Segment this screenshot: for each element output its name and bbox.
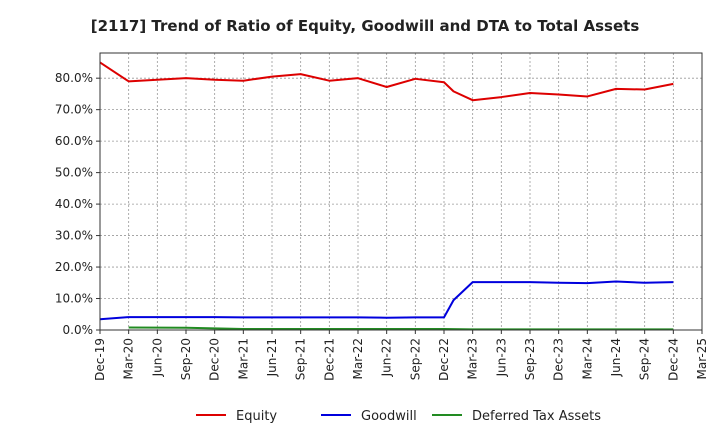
y-tick-label: 70.0% <box>55 103 93 117</box>
y-tick-label: 50.0% <box>55 166 93 180</box>
y-tick-label: 10.0% <box>55 292 93 306</box>
y-tick-label: 0.0% <box>63 323 94 337</box>
x-tick-label: Jun-21 <box>265 338 279 377</box>
y-tick-label: 80.0% <box>55 71 93 85</box>
x-tick-label: Mar-24 <box>580 338 594 379</box>
x-tick-label: Jun-23 <box>494 338 508 377</box>
y-tick-label: 30.0% <box>55 229 93 243</box>
series-line-goodwill <box>99 280 674 321</box>
series-line-deferred-tax-assets <box>128 326 674 331</box>
series-group <box>99 61 674 331</box>
x-tick-label: Dec-22 <box>437 338 451 381</box>
x-tick-label: Sep-21 <box>294 338 308 380</box>
y-tick-label: 20.0% <box>55 260 93 274</box>
legend-label-equity: Equity <box>236 409 277 424</box>
legend: Equity Goodwill Deferred Tax Assets <box>196 409 601 424</box>
x-tick-label: Jun-22 <box>380 338 394 377</box>
x-tick-label: Jun-20 <box>150 338 164 377</box>
x-tick-label: Jun-24 <box>609 338 623 377</box>
x-tick-label: Mar-22 <box>351 338 365 379</box>
x-tick-label: Dec-21 <box>322 338 336 381</box>
x-tick-label: Dec-20 <box>208 338 222 381</box>
x-tick-label: Sep-23 <box>523 338 537 380</box>
legend-label-deferred-tax-assets: Deferred Tax Assets <box>472 409 601 424</box>
chart-title: [2117] Trend of Ratio of Equity, Goodwil… <box>91 17 640 35</box>
plot-frame <box>99 52 703 331</box>
x-tick-label: Mar-23 <box>466 338 480 379</box>
x-tick-label: Sep-24 <box>638 338 652 380</box>
x-tick-label: Mar-20 <box>122 338 136 379</box>
x-tick-label: Dec-23 <box>552 338 566 381</box>
y-tick-label: 40.0% <box>55 197 93 211</box>
x-tick-label: Sep-20 <box>179 338 193 380</box>
x-tick-label: Mar-25 <box>695 338 709 379</box>
x-tick-label: Mar-21 <box>236 338 250 379</box>
x-tick-label: Dec-24 <box>666 338 680 381</box>
legend-label-goodwill: Goodwill <box>361 409 417 424</box>
y-tick-label: 60.0% <box>55 134 93 148</box>
y-axis: 0.0% 10.0% 20.0% 30.0% 40.0% 50.0% 60.0% 70.0% 8… <box>55 71 100 337</box>
x-tick-label: Dec-19 <box>93 338 107 381</box>
x-axis: Dec-19 Mar-20 Jun-20 Sep-20 Dec-20 Mar-21 Jun-… <box>93 330 709 381</box>
series-line-equity <box>99 61 674 102</box>
x-tick-label: Sep-22 <box>408 338 422 380</box>
grid <box>99 53 703 331</box>
